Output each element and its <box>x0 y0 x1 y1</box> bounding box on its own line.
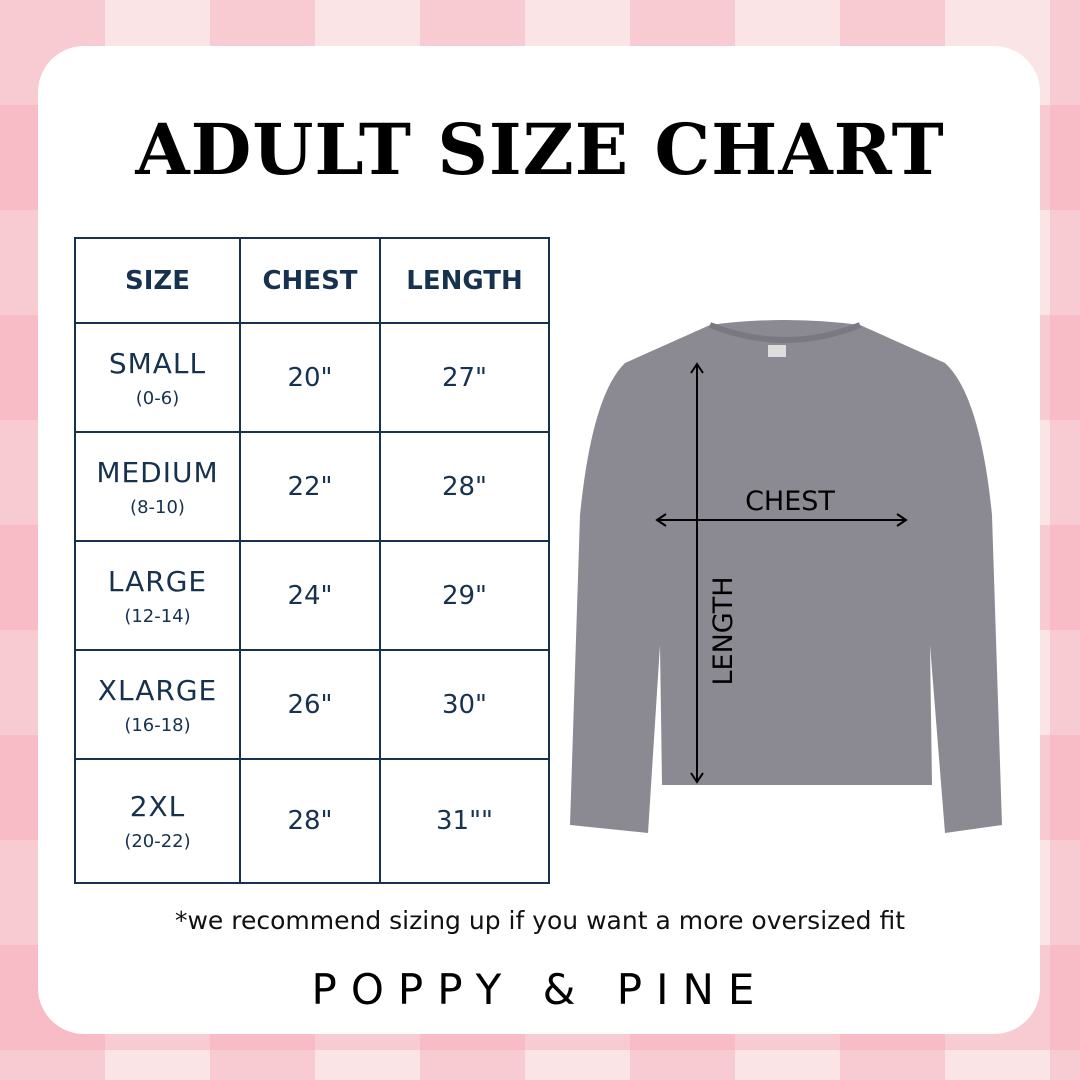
brand-name: POPPY & PINE <box>311 965 769 1014</box>
size-range: (16-18) <box>124 714 191 736</box>
chest-cell: 28" <box>239 758 381 884</box>
length-arrow <box>690 362 704 784</box>
length-cell: 27" <box>379 322 550 433</box>
size-name: LARGE <box>107 564 208 598</box>
header-size: SIZE <box>74 237 241 324</box>
header-length: LENGTH <box>379 237 550 324</box>
size-name: SMALL <box>108 346 207 380</box>
table-row: XLARGE (16-18) 26" 30" <box>74 649 550 760</box>
size-range: (0-6) <box>135 387 180 409</box>
length-cell: 29" <box>379 540 550 651</box>
size-cell: XLARGE (16-18) <box>74 649 241 760</box>
size-cell: SMALL (0-6) <box>74 322 241 433</box>
table-row: 2XL (20-22) 28" 31"" <box>74 758 550 884</box>
table-row: MEDIUM (8-10) 22" 28" <box>74 431 550 542</box>
chest-cell: 22" <box>239 431 381 542</box>
length-cell: 31"" <box>379 758 550 884</box>
size-name: MEDIUM <box>96 455 219 489</box>
size-cell: 2XL (20-22) <box>74 758 241 884</box>
size-cell: MEDIUM (8-10) <box>74 431 241 542</box>
page-title: ADULT SIZE CHART <box>135 108 945 191</box>
sizing-note: *we recommend sizing up if you want a mo… <box>174 906 906 935</box>
length-cell: 28" <box>379 431 550 542</box>
length-label: LENGTH <box>708 576 739 685</box>
chest-cell: 26" <box>239 649 381 760</box>
size-range: (20-22) <box>124 831 191 852</box>
table-header-row: SIZE CHEST LENGTH <box>74 237 550 324</box>
length-cell: 30" <box>379 649 550 760</box>
size-range: (12-14) <box>124 605 191 627</box>
size-cell: LARGE (12-14) <box>74 540 241 651</box>
chest-arrow <box>655 513 908 527</box>
chest-cell: 24" <box>239 540 381 651</box>
sweatshirt-diagram: CHEST LENGTH <box>570 320 1002 833</box>
size-range: (8-10) <box>130 496 185 518</box>
chest-cell: 20" <box>239 322 381 433</box>
chest-label: CHEST <box>745 486 835 517</box>
table-row: SMALL (0-6) 20" 27" <box>74 322 550 433</box>
sweatshirt-image <box>570 320 1002 833</box>
size-name: XLARGE <box>97 673 218 707</box>
size-name: 2XL <box>129 790 186 823</box>
header-chest: CHEST <box>239 237 381 324</box>
size-table: SIZE CHEST LENGTH SMALL (0-6) 20" 27" MED… <box>74 237 550 884</box>
table-row: LARGE (12-14) 24" 29" <box>74 540 550 651</box>
